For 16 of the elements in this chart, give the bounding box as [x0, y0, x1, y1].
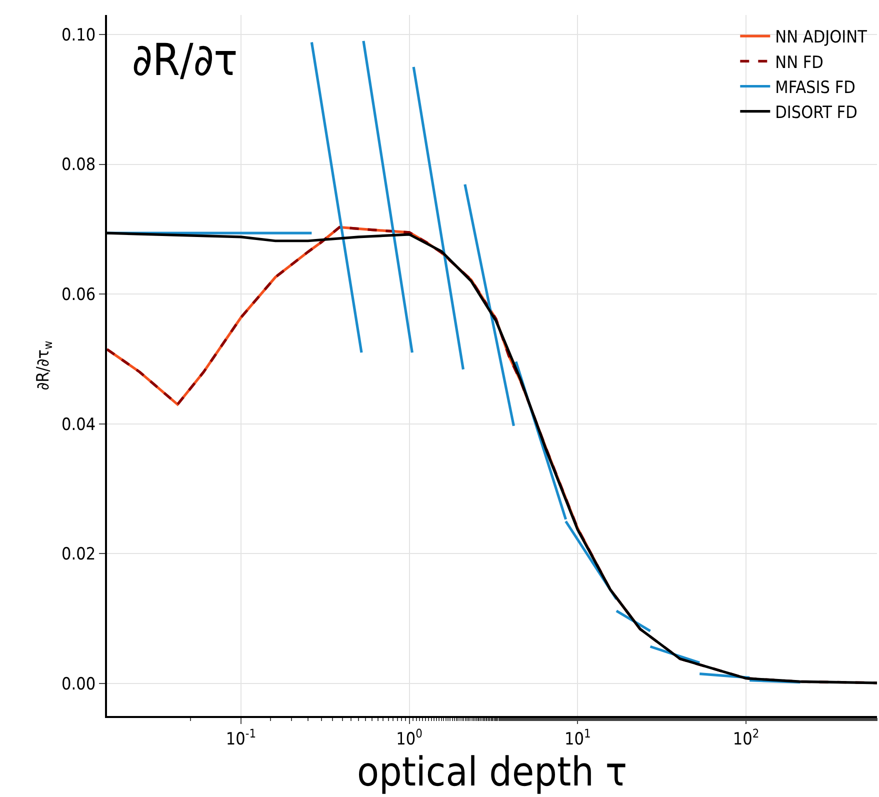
y-tick-label: 0.06	[62, 285, 96, 306]
x-tick-label: 10$^{0}$	[396, 726, 423, 750]
y-tick-label: 0.02	[62, 544, 96, 565]
legend-label: DISORT FD	[775, 102, 858, 123]
y-tick-label: 0.10	[62, 25, 96, 46]
y-tick-label: 0.00	[62, 674, 96, 694]
legend-label: MFASIS FD	[775, 78, 856, 98]
legend-label: NN FD	[775, 52, 824, 73]
y-tick-label: 0.04	[62, 414, 96, 435]
annotation: ∂R/∂τ	[132, 35, 238, 86]
x-tick-label: 10$^{-1}$	[226, 726, 256, 750]
legend-label: NN ADJOINT	[775, 28, 868, 48]
x-axis-title: optical depth τ	[356, 749, 628, 796]
y-tick-label: 0.08	[62, 155, 96, 176]
x-tick-label: 10$^{1}$	[564, 726, 591, 750]
x-tick-label: 10$^{2}$	[732, 726, 760, 750]
